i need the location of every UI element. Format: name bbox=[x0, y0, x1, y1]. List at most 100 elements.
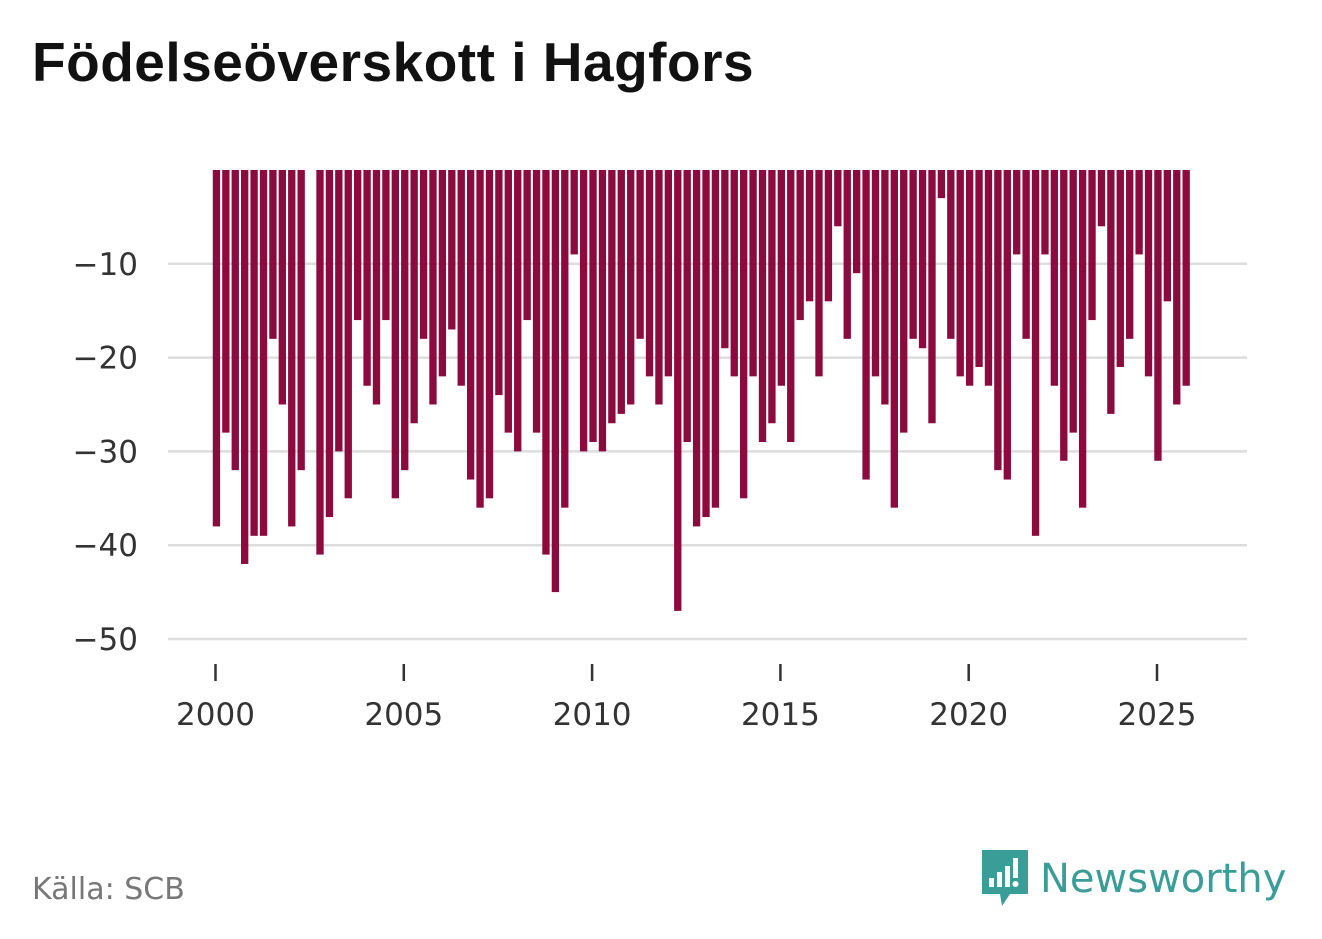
bar bbox=[485, 170, 494, 499]
y-axis: −10 −20 −30 −40 −50 bbox=[73, 247, 138, 658]
bar bbox=[532, 170, 541, 433]
bar bbox=[749, 170, 757, 377]
bar bbox=[250, 170, 258, 536]
bar bbox=[410, 170, 418, 424]
x-tick-label: 2015 bbox=[741, 697, 820, 733]
y-tick-label: −40 bbox=[73, 528, 138, 564]
bar bbox=[1107, 170, 1115, 414]
bar bbox=[721, 170, 729, 349]
bars bbox=[212, 170, 1190, 611]
bar bbox=[1031, 170, 1040, 536]
bar bbox=[909, 170, 917, 339]
bar bbox=[598, 170, 607, 452]
bar bbox=[514, 170, 522, 452]
bar bbox=[645, 170, 654, 377]
bar bbox=[1126, 170, 1134, 339]
bar bbox=[617, 170, 625, 414]
bar bbox=[881, 170, 889, 405]
bar bbox=[438, 170, 447, 377]
bar bbox=[1013, 170, 1021, 255]
bar bbox=[655, 170, 663, 405]
bar bbox=[259, 170, 268, 536]
bar bbox=[683, 170, 691, 443]
bar bbox=[1078, 170, 1087, 508]
newsworthy-icon bbox=[982, 850, 1028, 906]
bar bbox=[372, 170, 381, 405]
source-label: Källa: SCB bbox=[32, 872, 185, 907]
bar bbox=[1088, 170, 1096, 321]
bar bbox=[805, 170, 814, 302]
bar bbox=[900, 170, 908, 433]
newsworthy-logo[interactable]: Newsworthy bbox=[980, 848, 1286, 910]
bar bbox=[758, 170, 767, 443]
bar bbox=[344, 170, 352, 499]
bar bbox=[664, 170, 673, 377]
bar bbox=[787, 170, 795, 443]
bar bbox=[419, 170, 428, 339]
bar bbox=[928, 170, 936, 424]
x-tick-label: 2000 bbox=[176, 697, 255, 733]
bar bbox=[636, 170, 644, 339]
bar bbox=[1097, 170, 1106, 227]
y-tick-label: −30 bbox=[73, 434, 138, 470]
x-tick-label: 2010 bbox=[553, 697, 632, 733]
bar bbox=[852, 170, 861, 274]
bar bbox=[1173, 170, 1181, 405]
bar bbox=[862, 170, 870, 480]
bar bbox=[231, 170, 239, 471]
bar bbox=[542, 170, 550, 555]
bar bbox=[843, 170, 851, 339]
bar bbox=[212, 170, 221, 527]
bar bbox=[429, 170, 437, 405]
bar bbox=[1135, 170, 1143, 255]
bar bbox=[1182, 170, 1190, 386]
bar bbox=[730, 170, 738, 377]
bar bbox=[1144, 170, 1153, 377]
bar bbox=[608, 170, 616, 424]
bar bbox=[551, 170, 560, 593]
bar bbox=[834, 170, 842, 227]
bar bbox=[363, 170, 371, 386]
bar bbox=[297, 170, 305, 471]
bar bbox=[278, 170, 287, 405]
bar bbox=[523, 170, 531, 321]
bar bbox=[711, 170, 720, 508]
bar bbox=[579, 170, 588, 452]
bar bbox=[466, 170, 475, 480]
bar bbox=[589, 170, 597, 443]
bar bbox=[824, 170, 833, 302]
bar bbox=[994, 170, 1002, 471]
bar bbox=[476, 170, 484, 508]
bar bbox=[768, 170, 776, 424]
bar bbox=[269, 170, 277, 339]
bar bbox=[937, 170, 946, 199]
chart-title: Födelseöverskott i Hagfors bbox=[32, 31, 755, 93]
bar bbox=[871, 170, 880, 377]
bar bbox=[353, 170, 362, 321]
bar bbox=[448, 170, 456, 330]
bar bbox=[674, 170, 682, 611]
y-tick-label: −20 bbox=[73, 341, 138, 377]
bar bbox=[222, 170, 230, 433]
bar bbox=[288, 170, 296, 527]
bar bbox=[1154, 170, 1162, 461]
x-tick-label: 2005 bbox=[364, 697, 443, 733]
bar bbox=[627, 170, 635, 405]
bar bbox=[956, 170, 964, 377]
bar bbox=[325, 170, 334, 518]
bar bbox=[777, 170, 786, 386]
bar bbox=[335, 170, 343, 452]
bar bbox=[702, 170, 710, 518]
bar bbox=[918, 170, 927, 349]
bar bbox=[561, 170, 569, 508]
bar bbox=[692, 170, 701, 527]
bar bbox=[890, 170, 898, 508]
bar bbox=[382, 170, 390, 321]
brand-name: Newsworthy bbox=[1040, 856, 1287, 902]
bar bbox=[1116, 170, 1124, 367]
y-tick-label: −50 bbox=[73, 622, 138, 658]
bar bbox=[401, 170, 409, 471]
bar bbox=[457, 170, 465, 386]
bar bbox=[391, 170, 399, 499]
